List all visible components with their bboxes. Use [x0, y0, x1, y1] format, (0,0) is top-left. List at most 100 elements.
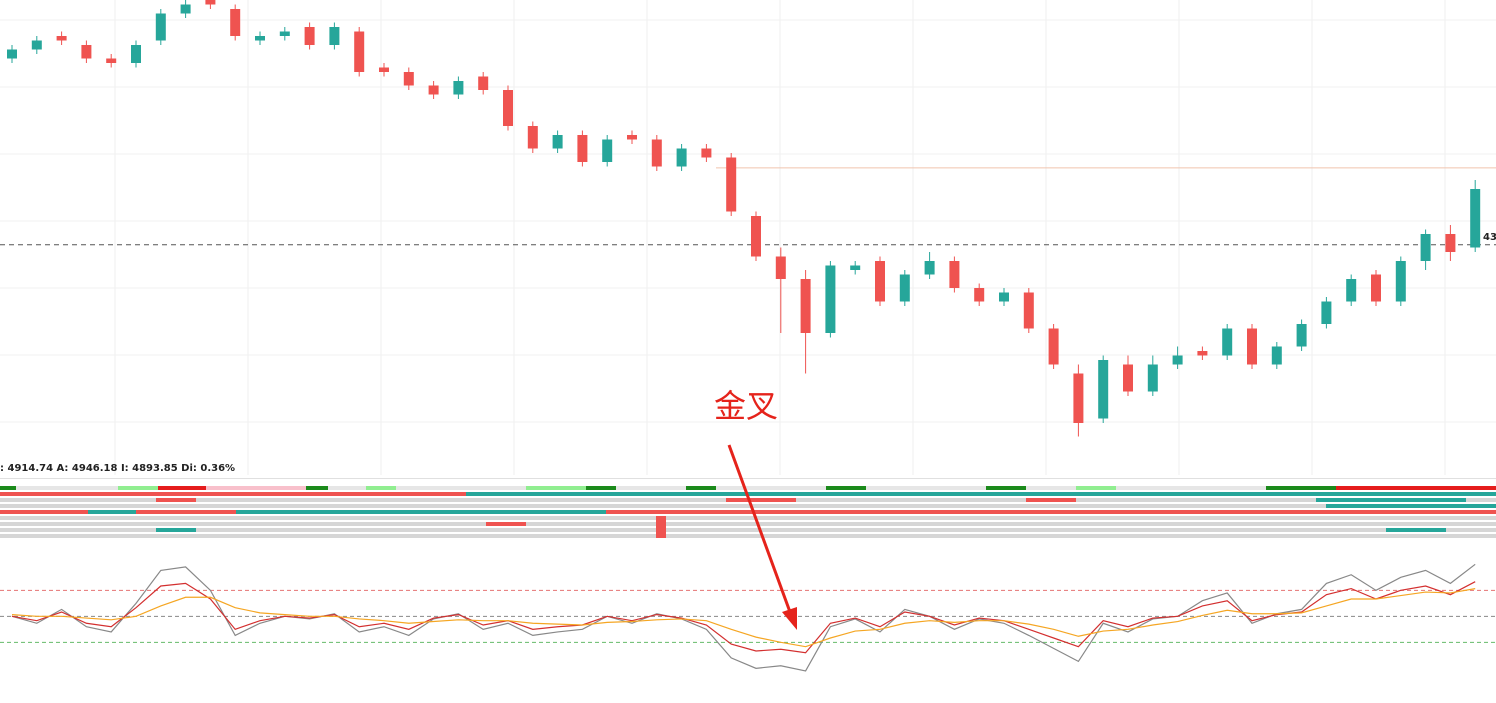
strip-seg: [0, 492, 466, 496]
candle-body: [304, 27, 315, 45]
candle-body: [602, 139, 613, 162]
strip-seg: [1316, 498, 1466, 502]
strip-seg: [656, 516, 666, 538]
arrow-head: [782, 607, 797, 630]
candle-body: [1197, 351, 1208, 356]
strip-seg: [0, 510, 88, 514]
candle-body: [1023, 292, 1034, 329]
candle-body: [1395, 261, 1406, 302]
oscillator-panel: [0, 563, 1496, 672]
candle-body: [949, 261, 960, 288]
strip-seg: [726, 498, 796, 502]
annotation: 金叉: [714, 387, 778, 425]
candle-body: [552, 135, 563, 149]
candle-body: [527, 126, 538, 149]
candle-body: [999, 292, 1009, 302]
candle-body: [1271, 346, 1282, 365]
candle-body: [155, 13, 166, 41]
candle-body: [751, 216, 761, 257]
candle-body: [81, 45, 92, 59]
strip-seg: [486, 522, 526, 526]
candle-body: [1098, 360, 1109, 419]
candle-body: [428, 85, 439, 95]
strip-seg: [1386, 528, 1446, 532]
strip-seg: [466, 492, 1496, 496]
candle-body: [205, 0, 216, 5]
candle-body: [329, 27, 340, 45]
candle-body: [56, 36, 67, 41]
strip-row: [0, 528, 1496, 532]
indicator-line: [11, 581, 1476, 654]
candle-body: [31, 40, 42, 50]
strip-seg: [158, 486, 206, 490]
strip-row: [0, 522, 1496, 526]
strip-seg: [1026, 498, 1076, 502]
indicator-line: [11, 588, 1476, 648]
candle-body: [899, 274, 910, 302]
strip-seg: [686, 486, 716, 490]
strip-seg: [1136, 510, 1496, 514]
candle-body: [1247, 328, 1257, 365]
candle-body: [627, 135, 637, 140]
strip-seg: [236, 510, 606, 514]
signal-strip: [0, 486, 1496, 538]
candle-body: [800, 279, 811, 333]
candle-body: [230, 9, 241, 36]
strip-seg: [206, 486, 306, 490]
strip-row: [0, 534, 1496, 538]
price-panel: 43: [0, 0, 1496, 437]
strip-row: [0, 504, 1496, 508]
candle-body: [1470, 189, 1481, 248]
candle-body: [180, 4, 191, 14]
candle-body: [354, 31, 365, 72]
candle-body: [106, 58, 117, 63]
strip-seg: [366, 486, 396, 490]
candle-body: [478, 76, 489, 90]
candle-body: [503, 90, 513, 126]
candle-body: [7, 49, 17, 59]
candle-body: [255, 36, 265, 41]
strip-seg: [88, 510, 136, 514]
candle-body: [775, 256, 786, 279]
candle-body: [1222, 328, 1233, 356]
strip-seg: [1076, 486, 1116, 490]
strip-row: [0, 486, 1496, 490]
separator: [0, 478, 1496, 479]
candle-body: [850, 265, 861, 270]
strip-seg: [1326, 504, 1496, 508]
strip-seg: [1336, 486, 1496, 490]
arrow-shaft: [727, 444, 792, 613]
candle-body: [676, 148, 687, 167]
candle-body: [924, 261, 935, 275]
strip-seg: [306, 486, 328, 490]
candle-body: [1445, 234, 1456, 252]
candle-body: [1371, 274, 1381, 302]
candle-body: [1321, 301, 1332, 324]
candle-body: [1073, 373, 1084, 423]
strip-seg: [836, 510, 1136, 514]
strip-seg: [136, 510, 236, 514]
strip-seg: [986, 486, 1026, 490]
candle-body: [875, 261, 885, 302]
indicator-legend: : 4914.74 A: 4946.18 I: 4893.85 Di: 0.36…: [0, 463, 235, 474]
strip-seg: [118, 486, 158, 490]
candle-body: [453, 81, 464, 95]
candle-body: [131, 45, 141, 63]
candle-body: [577, 135, 588, 162]
strip-seg: [586, 486, 616, 490]
candle-body: [1123, 364, 1133, 392]
strip-seg: [156, 498, 196, 502]
candle-body: [1048, 328, 1059, 365]
reference-label: 43: [1483, 232, 1496, 243]
candle-body: [701, 148, 712, 158]
strip-seg: [526, 486, 586, 490]
annotation-arrow: [727, 444, 797, 630]
candle-body: [379, 67, 389, 72]
candle-body: [974, 288, 985, 302]
candle-body: [825, 265, 836, 333]
candle-body: [1296, 324, 1307, 347]
candle-body: [279, 31, 290, 36]
